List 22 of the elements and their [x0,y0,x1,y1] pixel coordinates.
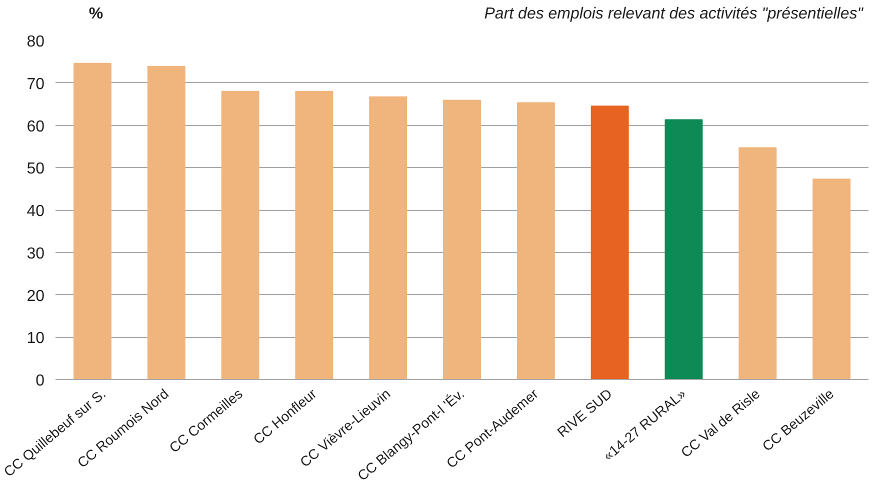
y-tick-label: 30 [26,245,45,262]
y-axis-title: % [88,6,104,22]
y-tick-label: 80 [26,34,45,50]
y-tick-label: 40 [26,203,45,220]
bar [443,100,481,380]
bar [73,62,112,380]
bar [516,102,555,380]
bar [295,90,334,380]
y-tick-label: 50 [26,160,45,178]
y-tick-label: 70 [26,76,45,93]
y-tick-label: 60 [26,118,45,136]
bar [590,106,629,380]
bar [738,147,777,380]
y-tick-label: 0 [36,372,45,390]
bar [812,178,851,380]
y-tick-label: 10 [26,330,45,348]
chart-title: Part des emplois relevant des activités "présentielles" [484,6,864,22]
bar [147,66,186,380]
bar [664,119,703,380]
bar [369,96,408,380]
bar [221,90,260,380]
y-tick-label: 20 [26,288,45,305]
